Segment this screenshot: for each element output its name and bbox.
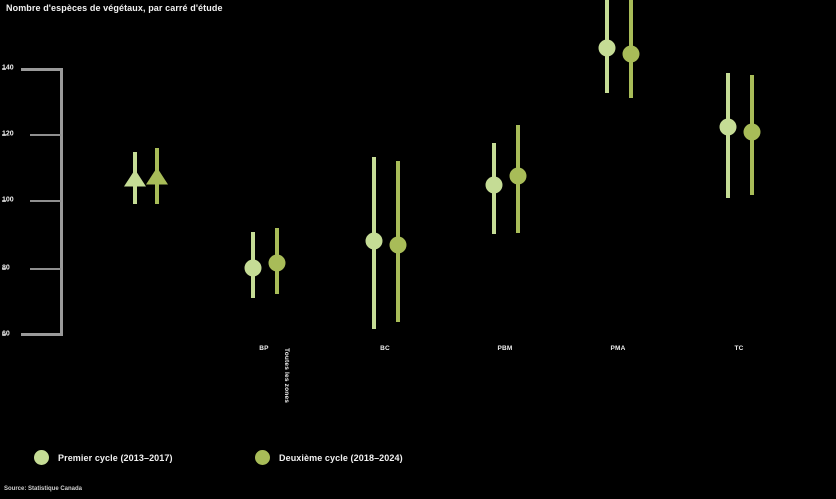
marker-series1-circle-icon[interactable] — [365, 232, 383, 250]
y-tick-80 — [30, 268, 61, 270]
marker-series1-triangle-icon[interactable] — [124, 169, 146, 187]
y-axis-top-cap — [21, 68, 63, 71]
whisker-series1 — [726, 73, 730, 198]
marker-series2-circle-icon[interactable] — [743, 123, 761, 141]
x-axis-label-pma: PMA — [610, 345, 626, 352]
y-tick-stub-140 — [2, 68, 6, 70]
y-axis-bottom-cap — [21, 333, 63, 336]
chart-title: Nombre d'espèces de végétaux, par carré … — [6, 3, 223, 13]
y-axis-label-100: 100 — [2, 196, 14, 204]
y-tick-stub-60 — [2, 334, 6, 336]
y-axis-spine — [60, 68, 63, 335]
y-axis-label-140: 140 — [2, 64, 14, 72]
marker-series1-circle-icon[interactable] — [719, 118, 737, 136]
plot-area: 140 120 100 80 60 Toutes les zones BP BC… — [2, 0, 761, 404]
x-axis-label-tc: TC — [734, 345, 744, 352]
y-axis-label-60: 60 — [2, 330, 10, 338]
x-axis-label-pbm: PBM — [497, 345, 513, 352]
marker-series1-circle-icon[interactable] — [485, 176, 503, 194]
legend-item-premier-cycle[interactable]: Premier cycle (2013–2017) — [34, 450, 173, 465]
y-tick-stub-80 — [2, 268, 6, 270]
legend-label-premier-cycle: Premier cycle (2013–2017) — [58, 452, 173, 463]
y-axis-label-80: 80 — [2, 264, 10, 272]
marker-series1-circle-icon[interactable] — [598, 39, 616, 57]
x-axis-label-bc: BC — [380, 345, 390, 352]
marker-series2-circle-icon[interactable] — [509, 167, 527, 185]
legend-item-deuxieme-cycle[interactable]: Deuxième cycle (2018–2024) — [255, 450, 403, 465]
x-axis-label-bp: BP — [259, 345, 269, 352]
marker-series2-circle-icon[interactable] — [389, 236, 407, 254]
x-axis-label-toutes-les-zones: Toutes les zones — [283, 348, 290, 404]
marker-series2-circle-icon[interactable] — [622, 45, 640, 63]
legend-circle-icon — [255, 450, 270, 465]
y-tick-120 — [30, 134, 61, 136]
marker-series1-circle-icon[interactable] — [244, 259, 262, 277]
marker-series2-triangle-icon[interactable] — [146, 167, 168, 185]
source-note: Source: Statistique Canada — [4, 486, 83, 492]
y-tick-100 — [30, 200, 61, 202]
marker-series2-circle-icon[interactable] — [268, 254, 286, 272]
legend-label-deuxieme-cycle: Deuxième cycle (2018–2024) — [279, 452, 403, 463]
y-axis-label-120: 120 — [2, 130, 14, 138]
y-tick-stub-100 — [2, 200, 6, 202]
legend-circle-icon — [34, 450, 49, 465]
y-tick-stub-120 — [2, 134, 6, 136]
